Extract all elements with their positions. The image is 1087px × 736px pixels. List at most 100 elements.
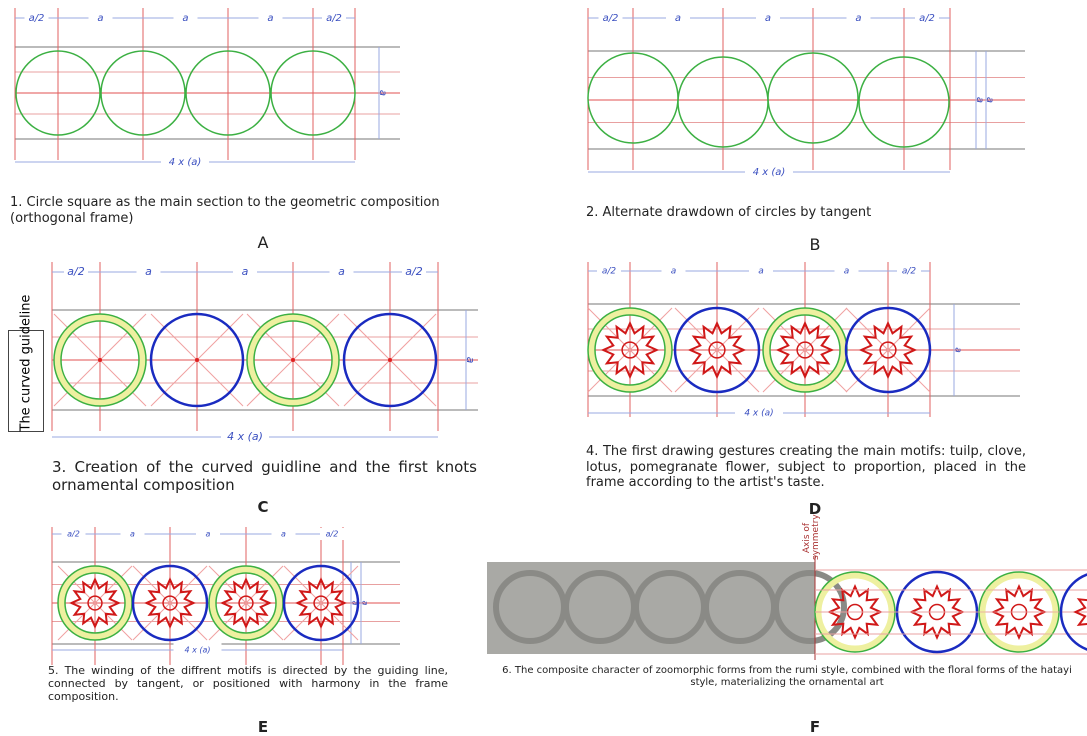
ring-edge [253,320,333,400]
ring [57,565,133,641]
ring [53,313,147,407]
caption: 5. The winding of the diffrent motifs is… [48,664,448,704]
note-box: The curved guideline [8,294,44,432]
dim-bg [598,12,623,24]
total-bg [173,643,222,657]
ring-edge [587,307,673,393]
center [195,358,199,362]
motif-core [796,341,814,359]
dim-bg [271,528,296,540]
motif-core [621,341,639,359]
dim-label: a/2 [919,13,935,24]
dim-bg [329,266,354,278]
total-bg [221,430,269,444]
dim-label: a/2 [67,265,84,278]
motif [1073,598,1087,627]
ring-edge [64,572,126,634]
dim-label: a/2 [602,267,617,277]
dim-label: a [206,530,211,539]
dim-label: a/2 [67,530,80,539]
dim-bg [666,12,690,24]
panel-label: F [809,718,821,736]
panel-label: B [809,235,821,254]
dim-label: a [855,13,861,24]
total-label: 4 x (a) [227,430,263,443]
diag [132,565,208,641]
motif [294,576,348,630]
panel-label: E [257,718,269,736]
dim-bg [120,528,145,540]
center [388,358,392,362]
dim-bg [756,12,780,24]
circle [858,56,950,148]
dim-label: a [130,530,135,539]
dim-bg [846,12,871,24]
ring-edge [246,313,340,407]
dim-bg [61,528,86,540]
guideline-circle [149,312,245,408]
dim-bg [915,12,939,24]
dim-label: a/2 [326,530,339,539]
side-label: a [984,97,995,103]
dim-bg [24,12,49,24]
ring [246,313,340,407]
total-label: 4 x (a) [744,409,773,419]
diag [674,307,760,393]
guideline-circle [844,306,932,394]
circle [15,50,101,136]
dim-label: a [338,265,345,278]
circle [185,50,271,136]
ring [208,565,284,641]
side-label: a [361,601,370,606]
side-label: a [464,357,477,364]
circle [270,50,356,136]
dim-label: a [844,267,850,277]
dim-bg [88,12,113,24]
dim-label: a/2 [902,267,917,277]
dim-label: a [242,265,249,278]
guideline-circle [282,564,360,642]
dim-label: a/2 [326,13,342,24]
motif [775,320,835,380]
caption: 4. The first drawing gestures creating t… [586,444,1026,491]
guideline-circle [673,306,761,394]
caption: 3. Creation of the curved guidline and t… [52,458,477,494]
ring-edge [60,320,140,400]
motif [68,576,122,630]
dim-bg [834,265,859,277]
motif-core [87,595,103,611]
dim-bg [897,265,921,277]
caption: 6. The composite character of zoomorphic… [502,665,1072,688]
dim-label: a [281,530,286,539]
dim-label: a [675,13,681,24]
motif-core [238,595,254,611]
dim-label: a [267,13,273,24]
diag [283,565,359,641]
guideline-circle [131,564,209,642]
total-label: 4 x (a) [753,167,786,178]
note: The curved guideline [18,294,34,431]
guideline-circle [342,312,438,408]
motif [143,576,197,630]
side-label: a [953,347,963,353]
ring [762,307,848,393]
panel-label: C [257,498,269,516]
caption: 2. Alternate drawdown of circles by tang… [586,205,872,220]
dim-label: a [97,13,103,24]
side-label: a [974,97,985,103]
motif-core [708,341,726,359]
dim-bg [322,12,346,24]
dim-label: a [758,267,764,277]
dim-bg [320,528,344,540]
center [291,358,295,362]
dim-label: a/2 [29,13,45,24]
panel-label: A [257,233,269,252]
dim-label: a/2 [603,13,619,24]
motif-core [313,595,329,611]
ring-edge [53,313,147,407]
total-bg [735,406,783,420]
motif-core [162,595,178,611]
motif [219,576,273,630]
circle [767,52,859,144]
